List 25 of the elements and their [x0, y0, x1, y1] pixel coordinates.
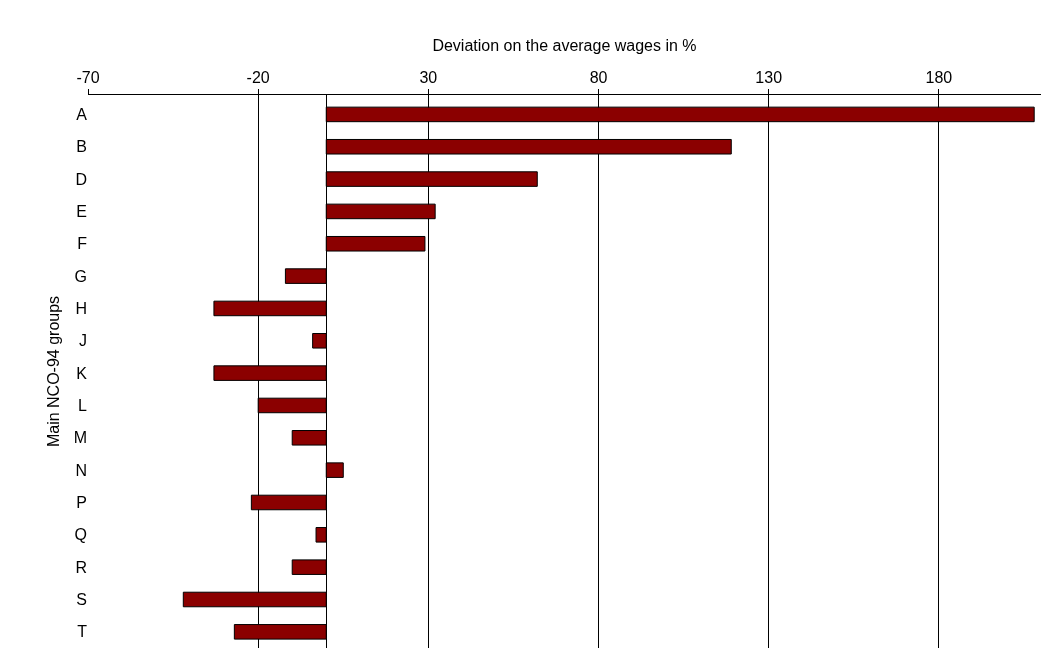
x-tick-label: 30	[419, 68, 438, 86]
y-tick-label: A	[76, 106, 88, 123]
y-tick-label: H	[75, 300, 87, 318]
x-tick-label: -70	[76, 68, 100, 86]
y-axis-title: Main NCO-94 groups	[44, 295, 62, 448]
x-tick-label: 180	[925, 68, 953, 86]
y-tick-label: L	[78, 397, 88, 415]
y-tick-label: Q	[74, 526, 87, 544]
y-tick-label: G	[74, 267, 87, 285]
y-tick-label: K	[76, 364, 88, 382]
y-tick-label: F	[77, 235, 88, 253]
y-tick-label: E	[76, 203, 87, 221]
x-axis-title: Deviation on the average wages in %	[432, 37, 697, 55]
y-tick-label: T	[77, 623, 88, 641]
y-tick-label: J	[79, 332, 87, 350]
y-tick-label: N	[75, 461, 87, 479]
y-tick-label: D	[75, 170, 87, 188]
y-tick-label: S	[76, 591, 87, 609]
y-tick-label: P	[76, 494, 87, 512]
x-tick-label: 130	[755, 68, 783, 86]
x-tick-label: -20	[246, 68, 270, 86]
y-tick-label: B	[76, 138, 87, 156]
y-tick-label: M	[73, 429, 87, 447]
y-tick-label: R	[75, 558, 87, 576]
x-tick-label: 80	[589, 68, 608, 86]
